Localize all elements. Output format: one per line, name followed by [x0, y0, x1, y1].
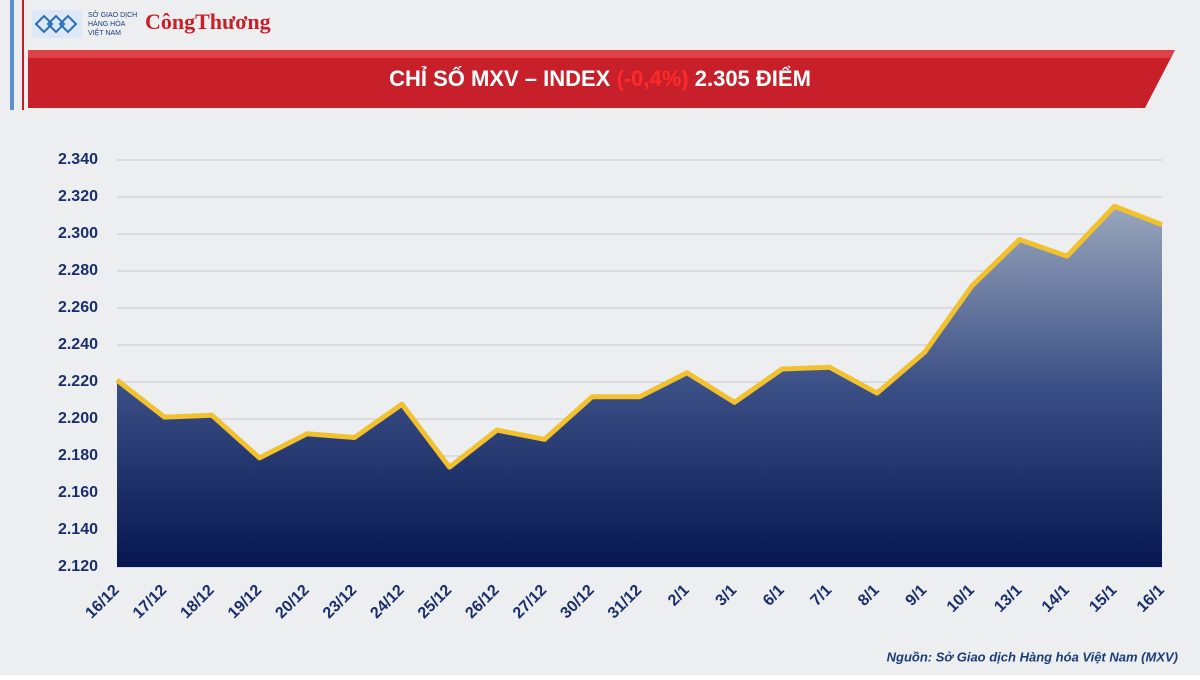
title-banner-highlight	[28, 50, 1175, 58]
side-bar	[22, 0, 24, 110]
y-tick-label: 2.340	[58, 151, 98, 168]
y-tick-label: 2.300	[58, 225, 98, 242]
y-tick-label: 2.240	[58, 336, 98, 353]
title-value: 2.305 ĐIỂM	[695, 66, 811, 91]
logo-text: VIỆT NAM	[88, 28, 121, 37]
y-tick-label: 2.220	[58, 373, 98, 390]
logo-text: HÀNG HÓA	[88, 19, 126, 28]
side-bar	[10, 0, 14, 110]
y-tick-label: 2.120	[58, 558, 98, 575]
y-tick-label: 2.160	[58, 484, 98, 501]
logo: SỞ GIAO DỊCH HÀNG HÓA VIỆT NAM CôngThươn…	[32, 9, 271, 38]
line	[115, 203, 1163, 470]
chart-title: CHỈ SỐ MXV – INDEX (-0,4%) 2.305 ĐIỂM	[389, 65, 811, 91]
logo-text: SỞ GIAO DỊCH	[88, 10, 137, 19]
y-tick-label: 2.200	[58, 410, 98, 427]
brand: CôngThương	[145, 9, 271, 34]
y-tick-label: 2.140	[58, 521, 98, 538]
logo-mark	[34, 14, 78, 34]
title-text: CHỈ SỐ MXV – INDEX	[389, 65, 611, 91]
y-tick-label: 2.320	[58, 188, 98, 205]
title-banner	[28, 50, 1175, 108]
title-change: (-0,4%)	[616, 66, 688, 91]
y-tick-label: 2.180	[58, 447, 98, 464]
area	[117, 206, 1162, 567]
y-tick-label: 2.280	[58, 262, 98, 279]
logo-mark	[32, 10, 82, 38]
y-tick-label: 2.260	[58, 299, 98, 316]
source: Nguồn: Sở Giao dịch Hàng hóa Việt Nam (M…	[887, 649, 1178, 664]
